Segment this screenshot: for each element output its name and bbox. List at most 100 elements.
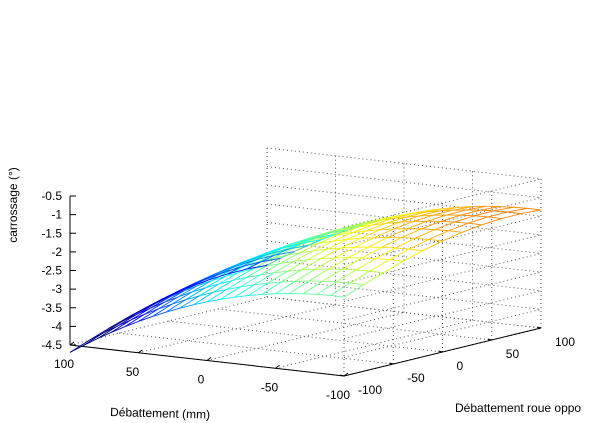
mesh-segment (293, 259, 308, 262)
x-tick-label: 100 (54, 357, 74, 371)
mesh-segment (387, 228, 408, 238)
mesh-segment (322, 268, 343, 282)
mesh-segment (330, 282, 351, 296)
mesh-segment (352, 230, 367, 233)
mesh-segment (207, 273, 228, 281)
mesh-segment (419, 210, 440, 217)
mesh-segment (302, 293, 317, 295)
mesh-segment (302, 280, 323, 295)
mesh-segment (409, 248, 423, 252)
mesh-segment (260, 254, 275, 263)
mesh-segment (185, 295, 200, 301)
mesh-segment (360, 237, 375, 239)
mesh-segment (370, 217, 391, 222)
mesh-segment (247, 264, 268, 270)
mesh-segment (295, 237, 316, 244)
z-tick-label: -3 (51, 282, 62, 296)
mesh-segment (375, 258, 390, 261)
mesh-segment (151, 303, 173, 317)
mesh-segment (168, 287, 189, 297)
mesh-segment (212, 280, 233, 293)
mesh-segment (434, 229, 449, 232)
mesh-segment (383, 260, 404, 274)
mesh-segment (171, 299, 186, 305)
mesh-segment (320, 247, 341, 260)
mesh-segment (422, 240, 443, 252)
mesh-segment (425, 208, 446, 213)
mesh-segment (215, 265, 236, 275)
mesh-segment (407, 220, 428, 230)
mesh-segment (349, 270, 370, 284)
mesh-segment (285, 245, 306, 256)
mesh-segment (110, 319, 132, 333)
mesh-segment (261, 293, 276, 295)
mesh-segment (460, 209, 481, 216)
mesh-segment (247, 282, 269, 296)
mesh-segment (321, 233, 336, 240)
mesh-segment (288, 280, 310, 294)
mesh-segment (253, 272, 275, 286)
x-tick-label: -100 (326, 388, 350, 402)
mesh-segment (240, 284, 255, 288)
mesh-segment (235, 259, 256, 267)
y-tick-mark (438, 350, 443, 353)
mesh-segment (229, 259, 250, 269)
mesh-segment (182, 280, 203, 290)
grid-line (168, 320, 443, 353)
mesh-segment (124, 313, 145, 328)
mesh-segment (448, 222, 469, 232)
mesh-segment (124, 320, 139, 328)
z-tick-label: -1 (51, 208, 62, 222)
mesh-segment (332, 239, 347, 242)
mesh-segment (294, 268, 316, 282)
mesh-segment (226, 277, 247, 290)
mesh-segment (267, 281, 282, 284)
y-tick-mark (487, 338, 492, 341)
mesh-segment (401, 237, 416, 239)
mesh-segment (267, 270, 288, 284)
mesh-segment (319, 240, 333, 244)
mesh-segment (363, 272, 384, 286)
mesh-segment (342, 257, 363, 270)
mesh-segment (480, 209, 494, 212)
mesh-segment (288, 244, 309, 250)
mesh-segment (480, 206, 500, 211)
mesh-segment (281, 269, 302, 283)
z-tick-label: -3.5 (41, 301, 62, 315)
mesh-segment (439, 206, 459, 212)
mesh-segment (346, 230, 367, 240)
mesh-segment (179, 295, 200, 309)
mesh-segment (432, 209, 453, 216)
mesh-segment (254, 282, 268, 286)
mesh-segment (356, 220, 377, 226)
grid-line (206, 312, 405, 361)
x-tick-mark (206, 357, 212, 361)
mesh-segment (205, 283, 220, 289)
y-tick-mark (339, 374, 345, 377)
y-tick-label: 0 (457, 359, 464, 373)
mesh-segment (507, 211, 522, 215)
mesh-segment (293, 250, 314, 262)
mesh-segment (224, 265, 245, 277)
mesh-segment (348, 246, 369, 259)
mesh-segment (414, 229, 435, 239)
mesh-segment (426, 214, 447, 222)
mesh-segment (177, 285, 198, 298)
mesh-segment (259, 263, 281, 276)
mesh-segment (227, 268, 248, 275)
mesh-segment (415, 237, 429, 240)
z-tick-label: -2 (51, 245, 62, 259)
mesh-segment (165, 299, 186, 313)
mesh-segment (369, 270, 384, 274)
mesh-segment (205, 276, 226, 289)
mesh-segment (97, 325, 118, 340)
mesh-segment (355, 258, 376, 271)
mesh-segment (218, 280, 233, 285)
mesh-segment (346, 237, 361, 240)
mesh-segment (316, 281, 337, 295)
mesh-segment (369, 259, 390, 272)
z-tick-label: -0.5 (41, 189, 62, 203)
mesh-segment (282, 242, 303, 249)
mesh-segment (150, 296, 171, 309)
mesh-segment (157, 296, 179, 310)
